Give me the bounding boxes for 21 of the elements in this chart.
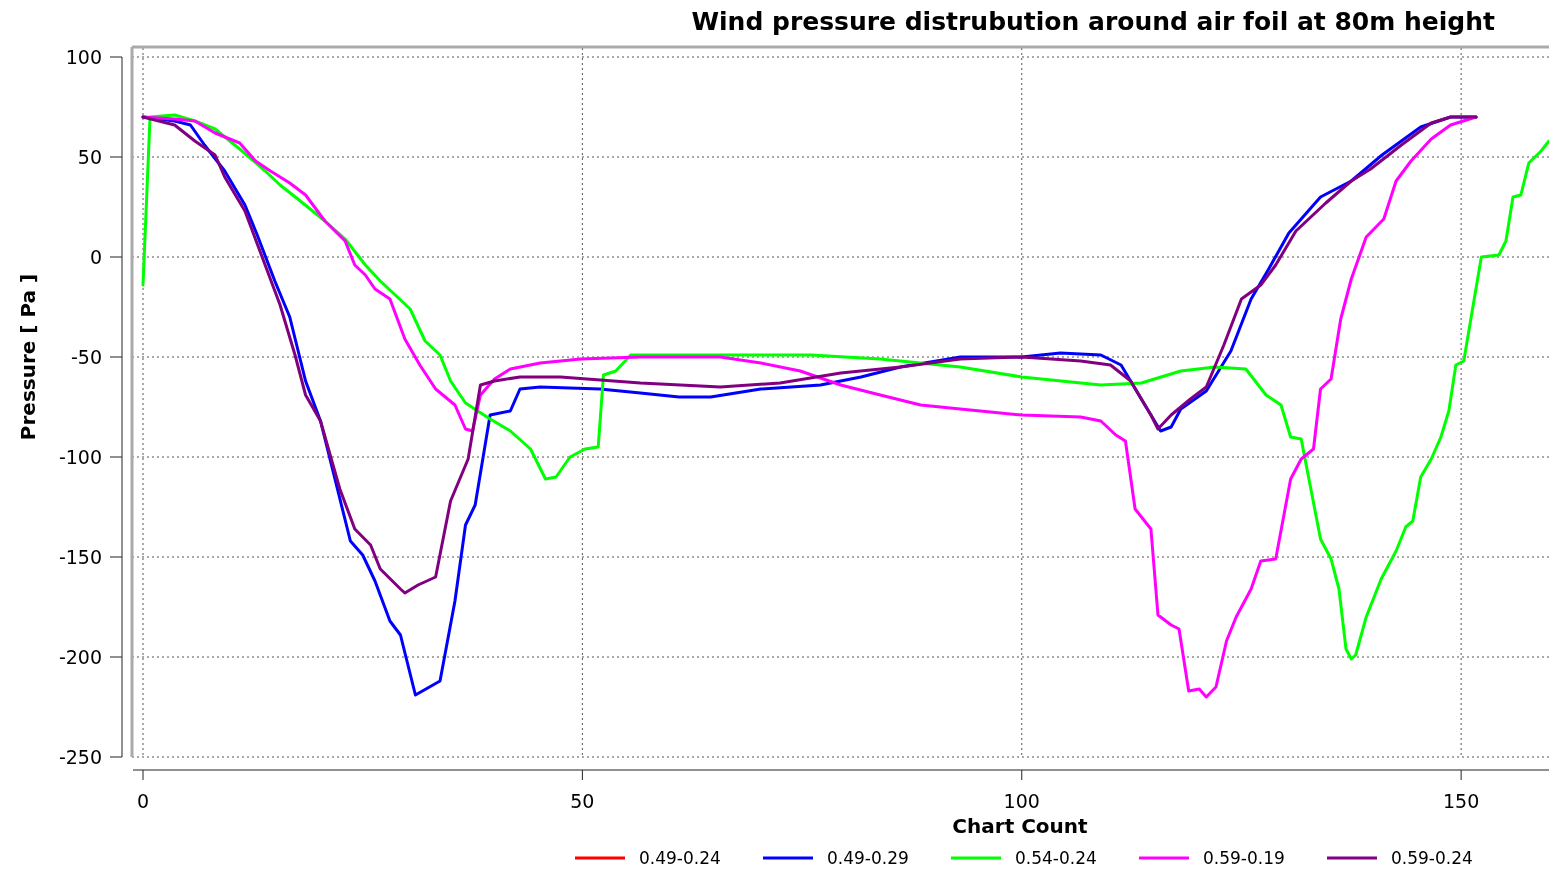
line-series [141, 115, 1478, 595]
y-tick-label: -150 [58, 546, 102, 568]
x-axis-title: Chart Count [952, 814, 1089, 838]
y-tick-label: 0 [89, 246, 102, 268]
x-tick-label: 150 [1442, 790, 1480, 812]
chart-title: Wind pressure distrubution around air foil at 80m height [691, 7, 1496, 36]
legend-label: 0.59-0.19 [1203, 848, 1285, 868]
y-tick-label: -250 [58, 746, 102, 768]
legend-label: 0.49-0.29 [827, 848, 909, 868]
x-tick-label: 100 [1003, 790, 1040, 812]
x-tick-label: 0 [136, 790, 150, 812]
y-tick-label: 100 [65, 46, 102, 68]
y-tick-label: 50 [77, 146, 102, 168]
x-tick-label: 50 [570, 790, 595, 812]
y-axis-title: Pressure [ Pa ] [16, 273, 40, 441]
legend-label: 0.49-0.24 [639, 848, 721, 868]
legend-label: 0.54-0.24 [1015, 848, 1097, 868]
y-tick-label: -50 [70, 346, 102, 368]
y-tick-label: -100 [58, 446, 102, 468]
legend-label: 0.59-0.24 [1391, 848, 1473, 868]
y-tick-label: -200 [58, 646, 102, 668]
